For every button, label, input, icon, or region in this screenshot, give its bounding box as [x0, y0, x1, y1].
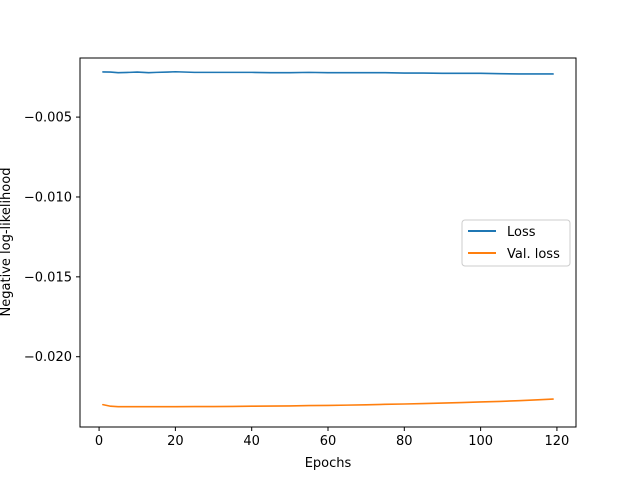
y-tick-label: −0.005: [24, 111, 72, 126]
series-line-0: [102, 70, 554, 75]
y-axis-label: Negative log-likelihood: [0, 168, 14, 317]
x-tick-label: 80: [396, 434, 413, 449]
y-tick-label: −0.020: [24, 350, 72, 365]
y-tick-label: −0.015: [24, 270, 72, 285]
x-tick-label: 120: [545, 434, 570, 449]
x-tick-label: 100: [468, 434, 493, 449]
y-tick-label: −0.010: [24, 190, 72, 205]
ticks-layer: 0 20 40 60 80 100 120 −0.005 −0.010 −0.015 −0.020: [24, 111, 569, 449]
x-tick-label: 20: [167, 434, 184, 449]
series-layer: [102, 70, 554, 408]
series-line-1: [102, 398, 554, 408]
x-tick-label: 0: [95, 434, 103, 449]
x-axis-label: Epochs: [305, 456, 352, 471]
legend-label-loss: Loss: [507, 225, 536, 240]
x-tick-label: 60: [320, 434, 337, 449]
x-tick-label: 40: [243, 434, 260, 449]
legend: Loss Val. loss: [461, 219, 571, 267]
legend-label-val-loss: Val. loss: [507, 247, 560, 262]
